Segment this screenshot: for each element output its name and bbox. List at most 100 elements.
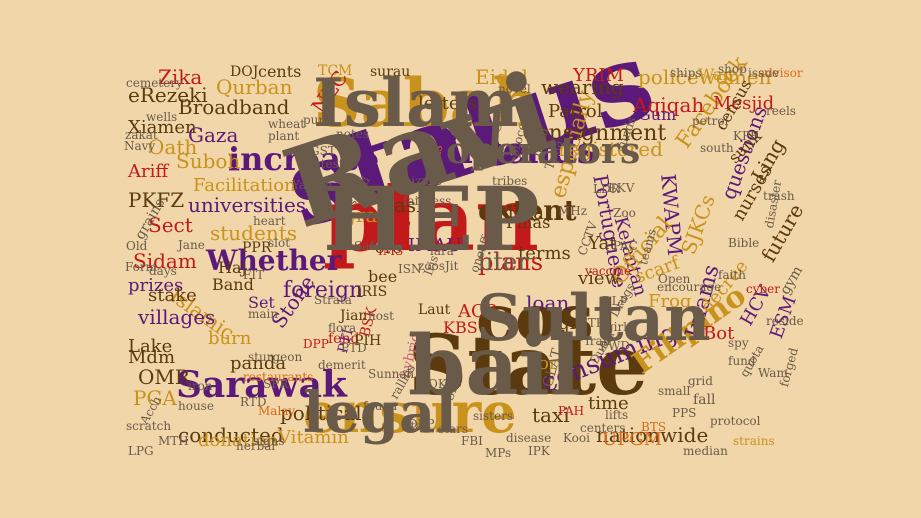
word-seizure: seizure [398, 174, 442, 188]
word-gaza: Gaza [188, 123, 239, 147]
word-ships: ships [670, 66, 702, 80]
word-terms: terms [518, 243, 571, 264]
word-ptd: PTD [341, 341, 367, 355]
word-gst: GST [310, 144, 336, 158]
word-consignment: consignment [523, 121, 667, 146]
word-bible: Bible [728, 236, 760, 250]
word-broadband: Broadband [178, 95, 290, 119]
word-kpf: KPF [733, 129, 759, 143]
word-loan: loan [526, 291, 570, 315]
word-rtd: RTD [240, 395, 267, 409]
word-laut: Laut [418, 302, 451, 318]
word-signs: signs [253, 434, 285, 448]
word-increase: increase [228, 140, 380, 178]
word-cents: cents [258, 62, 302, 81]
word-fund: fund [728, 354, 756, 368]
word-total: total [508, 203, 550, 224]
word-herbal: herbal [236, 439, 276, 453]
word-surau: surau [370, 64, 411, 80]
word-mps: MPs [485, 446, 512, 460]
word-yat: Yat [588, 233, 617, 254]
word-isn: ISN [398, 262, 422, 276]
word-malay: Malay [258, 404, 296, 418]
word-atas: Atas [402, 419, 429, 433]
word-plans: plans [478, 248, 544, 276]
word-iran: Iran [585, 334, 611, 348]
word-bee: bee [368, 267, 398, 286]
word-lara: lara [430, 244, 454, 258]
word-days: days [149, 264, 177, 278]
word-tribes: tribes [492, 174, 528, 188]
word-ensure: ensure [303, 380, 517, 446]
word-spr: SPR [263, 377, 289, 391]
word-iron: iron [188, 379, 213, 393]
word-demerit: demerit [318, 358, 366, 372]
word-erezeki: eRezeki [128, 83, 208, 107]
word-disease: disease [506, 431, 552, 445]
word-mesjid: Mesjid [713, 93, 775, 114]
word-strains: strains [733, 434, 775, 448]
word-dbp: DBP [408, 417, 435, 431]
word-yaman: Yaman [292, 178, 333, 192]
word-fend: fend [328, 331, 360, 347]
word-stars: stars [438, 422, 469, 436]
word-band: Band [212, 275, 254, 294]
word-novel: novel [498, 82, 531, 96]
word-haj: Haj [218, 258, 247, 277]
word-students: students [210, 221, 298, 245]
word-trash: trash [763, 189, 795, 203]
word-mth: MTH [158, 434, 189, 448]
word-aqiqah: Aqiqah [633, 93, 705, 117]
word-spy: spy [728, 336, 749, 350]
word-safe: Safe [354, 239, 381, 253]
word-pps: PPS [672, 406, 697, 420]
word-faith: faith [718, 268, 746, 282]
word-slot: slot [268, 236, 291, 250]
word-reside: reside [766, 314, 803, 328]
word-strata: Strata [314, 293, 352, 307]
word-ipk: IPK [528, 444, 550, 458]
word-pure: pure [303, 113, 332, 127]
word-mdm: Mdm [128, 347, 176, 368]
word-burn: burn [208, 328, 252, 349]
word-cost: cost [476, 281, 624, 356]
word-jane: Jane [178, 238, 205, 252]
word-qurban: Qurban [216, 75, 293, 99]
word-fairness: fairness [403, 194, 452, 208]
word-scratch: scratch [126, 419, 172, 433]
word-conducted: conducted [178, 423, 284, 447]
word-iqra: Iqra [551, 313, 589, 334]
word-taxi: taxi [532, 403, 570, 427]
word-islam: Islam [313, 64, 519, 142]
word-plant: plant [268, 129, 300, 143]
word-heart: heart [253, 214, 286, 228]
word-wam: Wam [758, 366, 788, 380]
word-ariff: Ariff [128, 161, 169, 182]
word-main: main [248, 307, 279, 321]
word-jian: Jian [340, 308, 368, 324]
word-graft: graft [343, 203, 393, 227]
word-kooi: Kooi [563, 431, 590, 445]
word-cyber: cyber [746, 282, 781, 296]
word-villages: villages [138, 305, 216, 329]
word-protest: protest [300, 157, 344, 171]
word-shop: shop [718, 62, 747, 76]
word-south: south [700, 141, 734, 155]
word-restaurants: restaurants [243, 370, 314, 384]
word-small: small [658, 384, 691, 398]
word-donation: donation [198, 430, 279, 451]
word-issue: issue [748, 66, 779, 80]
word-petrol: petrol [692, 114, 729, 128]
word-sidam: Sidam [133, 249, 197, 273]
word-jit: Jit [445, 259, 459, 273]
word-tyres: tyres [343, 189, 374, 203]
word-mhz: MHz [558, 204, 588, 218]
word-asli: asli [394, 193, 429, 217]
word-notes: notes [336, 127, 370, 141]
word-pwd: PWD [600, 339, 631, 353]
word-finas: Finas [506, 213, 551, 232]
word-sultan: Sultan [476, 281, 711, 356]
word-view: view [578, 268, 620, 289]
word-old: Old [126, 239, 148, 253]
word-xiamen: Xiamen [128, 117, 197, 138]
